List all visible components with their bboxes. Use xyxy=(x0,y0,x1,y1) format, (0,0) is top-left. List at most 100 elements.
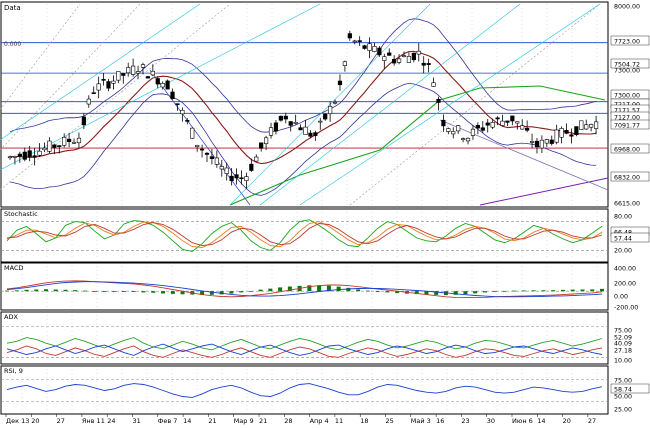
x-tick-label: 11 xyxy=(335,417,343,425)
candle-body xyxy=(71,141,77,144)
x-tick-label: Июн 6 xyxy=(512,417,533,425)
candle-body xyxy=(416,50,421,55)
candle-body xyxy=(411,52,416,61)
candle-body xyxy=(500,120,505,126)
y-tick-label: 8000.00 xyxy=(614,4,640,11)
price-overlays xyxy=(0,3,609,206)
macd-histogram-bar xyxy=(122,291,127,292)
candle-body xyxy=(367,43,372,51)
candle-body xyxy=(249,163,254,171)
macd-histogram-bar xyxy=(209,291,214,295)
candle-body xyxy=(574,126,579,135)
macd-histogram-bar xyxy=(531,290,536,292)
macd-histogram-bar xyxy=(131,291,136,292)
y-tick-label: 6615.00 xyxy=(614,201,640,208)
macd-pane: MACD xyxy=(0,262,609,311)
candle-body xyxy=(465,137,471,142)
y-tick-label: 200.00 xyxy=(614,281,636,288)
y-label-box xyxy=(610,143,650,154)
y-tick-label: 80.00 xyxy=(614,214,632,221)
candle-body xyxy=(308,132,313,137)
candle-body xyxy=(96,83,101,91)
candle-body xyxy=(204,152,210,155)
candle-body xyxy=(175,103,180,105)
candle-body xyxy=(268,127,274,136)
macd-histogram-bar xyxy=(551,290,556,292)
macd-histogram-bar xyxy=(463,291,468,295)
macd-histogram-bar xyxy=(346,287,351,292)
candle-body xyxy=(406,56,412,63)
macd-histogram xyxy=(5,285,604,296)
candle-body xyxy=(209,156,215,159)
candle-body xyxy=(347,33,352,39)
y-tick-label: 27.18 xyxy=(614,348,632,355)
x-tick-label: Мар 9 xyxy=(234,417,254,425)
macd-histogram-bar xyxy=(34,289,39,292)
macd-histogram-bar xyxy=(560,289,565,292)
macd-histogram-bar xyxy=(14,290,19,292)
y-tick-label: 7091.77 xyxy=(614,123,640,130)
candle-body xyxy=(584,124,589,130)
macd-histogram-bar xyxy=(258,289,263,292)
y-label-box xyxy=(610,232,650,243)
macd-line xyxy=(6,281,603,298)
macd-lines xyxy=(6,280,603,299)
candle-body xyxy=(352,40,357,43)
macd-histogram-bar xyxy=(24,289,29,292)
trend-line-violet xyxy=(439,119,609,191)
macd-histogram-bar xyxy=(434,291,439,295)
rsi-lines xyxy=(6,383,603,398)
candle-body xyxy=(382,56,387,61)
candle-body xyxy=(37,150,42,156)
candle-body xyxy=(67,138,72,142)
y-tick-label: 7504.72 xyxy=(614,62,640,69)
x-tick-label: Дек 13 xyxy=(6,417,29,425)
y-tick-label: 25.00 xyxy=(614,407,632,414)
macd-histogram-bar xyxy=(492,291,497,292)
macd-histogram-bar xyxy=(44,289,49,292)
x-tick-label: 14 xyxy=(537,417,545,425)
candle-body xyxy=(239,177,244,180)
macd-histogram-bar xyxy=(5,290,9,292)
candle-body xyxy=(392,58,397,64)
candle-body xyxy=(283,115,288,120)
y-tick-label: 7300.00 xyxy=(614,93,640,100)
candle-body xyxy=(165,80,170,90)
macd-histogram-bar xyxy=(219,291,224,295)
rsi-pane-title: RSI, 9 xyxy=(4,367,23,375)
series-line xyxy=(6,222,603,247)
y-tick-label: 0.00 xyxy=(614,294,628,301)
macd-histogram-bar xyxy=(63,289,68,292)
fan-line xyxy=(259,3,521,206)
candle-body xyxy=(150,70,155,76)
candle-body xyxy=(559,128,564,138)
y-tick-label: 7300.00 xyxy=(614,68,640,75)
candle-body xyxy=(593,121,599,129)
candle-body xyxy=(313,132,318,136)
macd-histogram-bar xyxy=(336,286,341,292)
fan-line-dotted xyxy=(349,3,601,206)
candle-body xyxy=(564,130,569,134)
macd-histogram-bar xyxy=(521,290,526,292)
stochastic-pane: Stochastic xyxy=(0,208,609,263)
y-tick-label: 6832.00 xyxy=(614,175,640,182)
candle-body xyxy=(387,52,392,56)
fan-line xyxy=(299,3,601,206)
candle-body xyxy=(199,148,205,151)
candle-body xyxy=(278,115,283,121)
macd-histogram-bar xyxy=(414,291,419,295)
candle-body xyxy=(234,174,239,179)
candle-body xyxy=(62,136,67,146)
candle-body xyxy=(318,120,323,123)
price-candles xyxy=(7,30,599,189)
candle-body xyxy=(190,127,195,139)
series-line xyxy=(6,345,603,358)
candle-body xyxy=(170,91,175,100)
macd-histogram-bar xyxy=(141,291,146,293)
candle-body xyxy=(451,131,456,135)
candle-body xyxy=(106,81,111,89)
candle-body xyxy=(569,134,574,137)
macd-histogram-bar xyxy=(151,291,156,293)
macd-histogram-bar xyxy=(200,291,205,295)
x-axis-labels: Дек 13 20 27 Янв 11 24 31 Фев 7 14 21 Мар 9 21 28 Ап… xyxy=(5,414,596,425)
